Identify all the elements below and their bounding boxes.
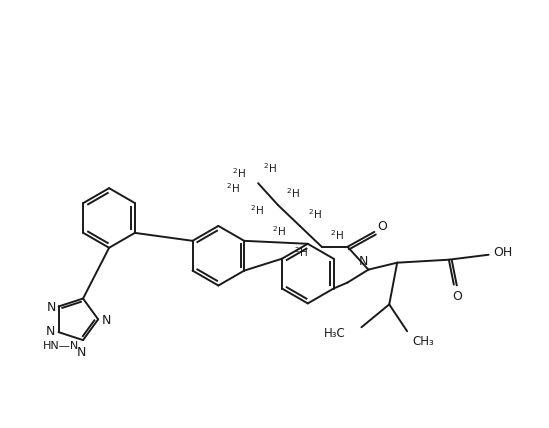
Text: CH₃: CH₃ bbox=[412, 335, 434, 348]
Text: HN—N: HN—N bbox=[42, 341, 79, 351]
Text: N: N bbox=[76, 345, 86, 359]
Text: $^{2}$H: $^{2}$H bbox=[286, 186, 300, 200]
Text: N: N bbox=[46, 325, 55, 338]
Text: O: O bbox=[377, 220, 387, 233]
Text: N: N bbox=[358, 255, 368, 268]
Text: $^{2}$H: $^{2}$H bbox=[308, 207, 322, 221]
Text: $^{2}$H: $^{2}$H bbox=[329, 228, 344, 242]
Text: $^{2}$H: $^{2}$H bbox=[272, 224, 286, 238]
Text: $^{2}$H: $^{2}$H bbox=[263, 161, 277, 175]
Text: N: N bbox=[47, 301, 57, 314]
Text: H₃C: H₃C bbox=[324, 327, 345, 340]
Text: O: O bbox=[452, 290, 462, 303]
Text: N: N bbox=[102, 314, 111, 327]
Text: $^{2}$H: $^{2}$H bbox=[226, 181, 240, 195]
Text: $^{2}$H: $^{2}$H bbox=[232, 166, 246, 180]
Text: $^{2}$H: $^{2}$H bbox=[294, 245, 308, 259]
Text: $^{2}$H: $^{2}$H bbox=[250, 203, 264, 217]
Text: OH: OH bbox=[493, 246, 512, 259]
